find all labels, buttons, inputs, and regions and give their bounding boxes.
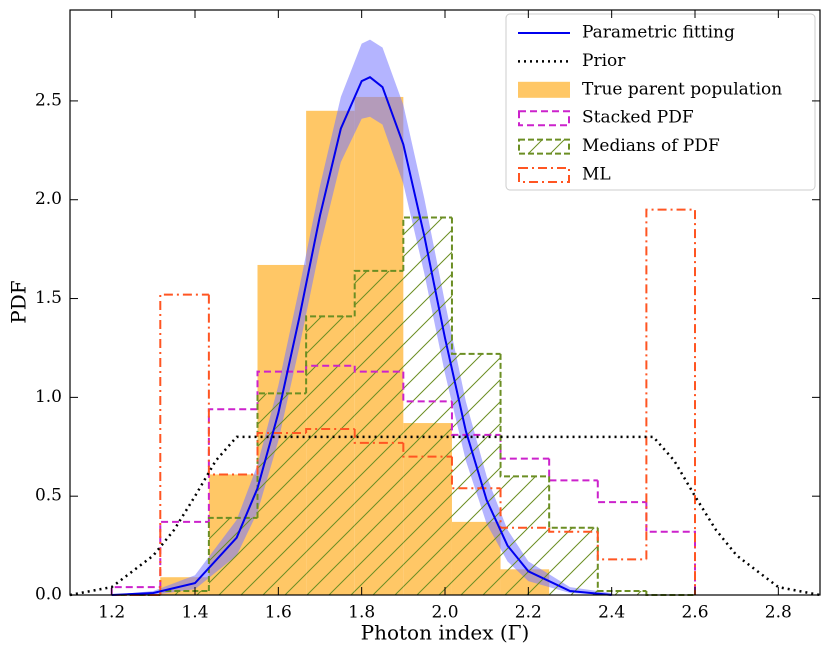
histogram-step	[159, 293, 209, 595]
legend-label: ML	[582, 165, 611, 185]
legend-label: True parent population	[582, 79, 782, 99]
legend-swatch	[518, 110, 570, 127]
y-tick-label: 0.5	[35, 486, 62, 506]
x-tick-label: 2.0	[431, 603, 458, 623]
histogram-step	[499, 488, 550, 529]
histogram-hatch	[160, 591, 209, 595]
x-tick-label: 1.4	[181, 603, 208, 623]
histogram-step	[305, 315, 355, 394]
histogram-hatch	[403, 217, 452, 595]
histogram-hatch	[257, 393, 307, 595]
y-tick-label: 2.0	[35, 189, 62, 209]
histogram-step	[402, 216, 452, 271]
histogram-step	[450, 217, 501, 355]
histogram-step	[499, 434, 550, 460]
x-tick-label: 2.8	[765, 603, 792, 623]
legend-swatch	[518, 81, 570, 98]
y-tick-label: 1.5	[35, 288, 62, 308]
histogram-step	[645, 502, 696, 595]
histogram-step	[450, 456, 501, 490]
y-tick-label: 1.0	[35, 387, 62, 407]
histogram-step	[499, 353, 550, 478]
histogram-step	[645, 208, 696, 595]
histogram-step	[548, 458, 598, 482]
histogram-hatch	[500, 476, 550, 595]
histogram-hatch	[549, 527, 598, 595]
plot-area	[69, 39, 821, 597]
x-tick-label: 1.2	[98, 603, 125, 623]
y-axis-label: PDF	[7, 280, 31, 323]
histogram-hatch	[597, 591, 647, 595]
x-tick-label: 1.8	[348, 603, 375, 623]
x-axis-label: Photon index (Γ)	[361, 621, 530, 645]
histogram-step	[402, 442, 452, 458]
histogram-step	[353, 428, 404, 444]
histogram-hatch	[306, 316, 355, 595]
histogram-step	[207, 516, 258, 592]
histogram-step	[256, 431, 307, 475]
histogram-step	[548, 476, 598, 529]
y-tick-label: 0.0	[35, 585, 62, 605]
legend-box	[505, 13, 816, 191]
x-tick-label: 2.2	[515, 603, 542, 623]
legend-swatch	[518, 138, 570, 155]
histogram-step	[256, 392, 307, 518]
histogram-step	[450, 401, 501, 436]
histogram-hatch	[451, 353, 501, 595]
legend-label: Parametric fitting	[582, 23, 735, 43]
histogram-step	[353, 269, 404, 317]
legend-label: Prior	[582, 51, 626, 71]
legend: Parametric fitting Prior True parent popul…	[505, 13, 816, 191]
histogram-step	[305, 427, 355, 433]
x-tick-label: 2.6	[681, 603, 708, 623]
histogram-step	[548, 527, 598, 533]
histogram-hatch	[354, 270, 404, 595]
histogram-step	[596, 527, 647, 593]
histogram-step	[207, 294, 258, 476]
legend-label: Stacked PDF	[582, 108, 694, 128]
histogram-step	[353, 365, 404, 373]
legend-swatch	[518, 167, 570, 183]
histogram-step	[596, 480, 647, 504]
histogram-hatch	[208, 517, 258, 595]
histogram-step	[596, 531, 647, 561]
x-tick-label: 2.4	[598, 603, 625, 623]
x-tick-label: 1.6	[265, 603, 292, 623]
y-tick-label: 2.5	[35, 90, 62, 110]
curve	[111, 76, 612, 596]
legend-label: Medians of PDF	[582, 136, 720, 156]
